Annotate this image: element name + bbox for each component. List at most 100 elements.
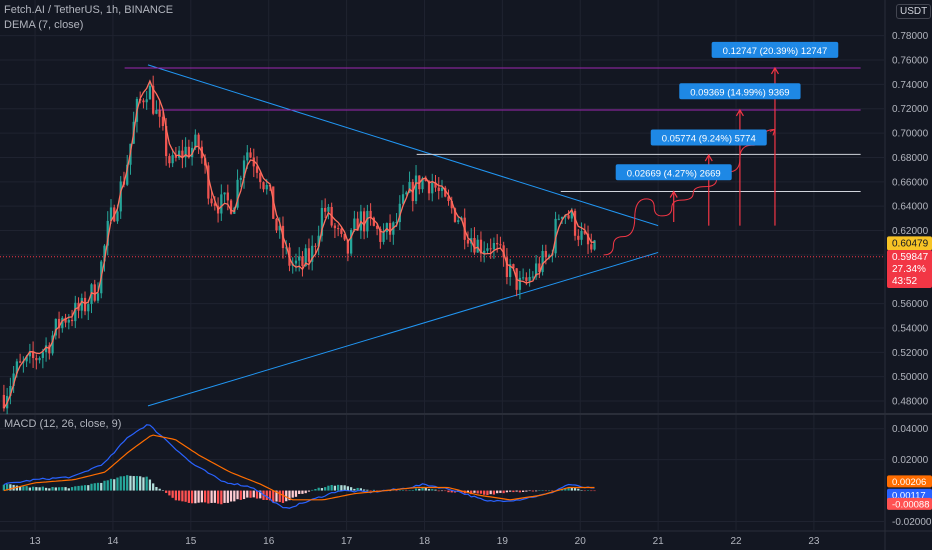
candle-body-down [229, 200, 233, 214]
macd-histogram-bar [593, 490, 596, 492]
macd-histogram-bar [450, 490, 453, 493]
macd-histogram-bar [330, 484, 333, 491]
macd-histogram-bar [184, 490, 187, 502]
candle-body-down [307, 248, 311, 262]
macd-histogram-bar [518, 490, 522, 493]
candle-body-up [61, 317, 64, 329]
candle-body-up [87, 304, 90, 312]
macd-histogram-bar [15, 485, 19, 491]
triangle-upper-trendline [147, 64, 659, 227]
candle-body-down [262, 182, 265, 190]
macd-histogram-bar [129, 475, 132, 491]
candle-body-up [148, 85, 152, 100]
triangle-lower-trendline [147, 251, 659, 407]
macd-tag-text: 0.00117 [892, 490, 926, 501]
candle-body-down [174, 155, 178, 158]
macd-histogram-bar [139, 476, 142, 491]
candle-body-up [401, 194, 405, 204]
target-annotation-box [711, 41, 839, 58]
macd-histogram-bar [200, 490, 203, 503]
candle-body-down [210, 198, 213, 204]
candle-body-down [583, 231, 586, 234]
drawings-front: 0.02669 (4.27%) 2669 0.05774 (9.24%) 5774… [603, 41, 839, 256]
histogram-tag-text: -0.00088 [892, 499, 930, 510]
candle-body-down [369, 210, 372, 218]
candle-body-up [557, 218, 560, 220]
macd-histogram-bar [119, 476, 122, 491]
last-price-tag-text: 27.34% [892, 264, 926, 275]
candle-body-up [382, 232, 385, 242]
candle-body-down [375, 225, 379, 229]
macd-histogram-bar [346, 486, 350, 491]
price-tick-label: 0.74000 [892, 80, 929, 91]
candle-body-up [38, 357, 41, 361]
last-price-tag-text: 43:52 [892, 276, 917, 287]
price-tick-label: 0.70000 [892, 129, 929, 140]
macd-histogram-bar [216, 490, 220, 504]
candle-body-up [44, 345, 48, 353]
candle-body-up [580, 231, 583, 240]
candle-body-down [538, 263, 541, 273]
candle-body-down [301, 256, 304, 267]
target-annotation: 0.09369 (14.99%) 9369 [679, 83, 801, 100]
symbol-legend[interactable]: Fetch.AI / TetherUS, 1h, BINANCE [4, 4, 174, 16]
price-tick-label: 0.54000 [892, 323, 929, 334]
macd-tick-label: 0.02000 [892, 455, 929, 466]
candle-body-up [405, 192, 408, 195]
macd-histogram-bar [161, 490, 165, 491]
macd-histogram-bar [298, 490, 301, 495]
candle-body-down [18, 361, 22, 363]
macd-histogram-bar [275, 490, 278, 502]
macd-histogram-bar [148, 479, 152, 491]
price-tick-label: 0.72000 [892, 104, 929, 115]
macd-histogram-bar [100, 482, 103, 491]
macd-histogram-bar [444, 490, 447, 492]
candle-body-up [116, 211, 119, 222]
candle-body-down [142, 100, 145, 103]
macd-histogram-bar [317, 487, 320, 491]
macd-histogram-bar [220, 490, 223, 505]
macd-histogram-bar [583, 490, 586, 492]
macd-histogram-bar [109, 478, 113, 491]
macd-pane [2, 424, 596, 509]
macd-legend[interactable]: MACD (12, 26, close, 9) [4, 418, 122, 430]
dema-legend[interactable]: DEMA (7, close) [4, 19, 84, 31]
dema-price-tag-text: 0.60479 [892, 238, 929, 249]
price-tick-label: 0.52000 [892, 348, 929, 359]
candle-body-down [505, 257, 509, 278]
macd-histogram-bar [187, 490, 191, 503]
drawings-back [0, 64, 884, 407]
macd-histogram-bar [6, 484, 9, 491]
candle-body-up [285, 247, 288, 249]
macd-histogram-bar [294, 490, 298, 497]
candle-body-down [48, 345, 51, 354]
candle-body-up [541, 250, 544, 273]
candle-body-up [353, 218, 356, 231]
candle-body-up [184, 146, 187, 158]
time-axis[interactable]: 13 14 15 16 17 18 19 20 21 22 23 [29, 536, 819, 547]
candle-body-up [395, 222, 398, 224]
macd-histogram-bar [466, 490, 470, 493]
candle-body-up [327, 206, 330, 212]
candle-body-down [343, 233, 346, 240]
macd-histogram-bar [233, 490, 236, 502]
macd-histogram-bar [113, 479, 116, 491]
candle-body-up [109, 207, 113, 221]
candle-body-down [181, 150, 184, 158]
candle-body-up [317, 235, 320, 247]
candle-body-down [207, 165, 210, 199]
macd-histogram-bar [96, 482, 100, 491]
macd-histogram-bar [538, 490, 541, 491]
target-annotation: 0.12747 (20.39%) 12747 [711, 41, 839, 58]
macd-histogram-bar [515, 490, 518, 492]
candle-body-down [346, 239, 350, 254]
macd-histogram-bar [28, 487, 31, 491]
candle-body-down [525, 277, 528, 281]
candle-body-up [593, 240, 596, 250]
currency-button[interactable]: USDT [896, 4, 932, 19]
macd-histogram-bar [502, 490, 505, 494]
macd-histogram-bar [2, 484, 6, 491]
candle-body-up [239, 177, 242, 180]
